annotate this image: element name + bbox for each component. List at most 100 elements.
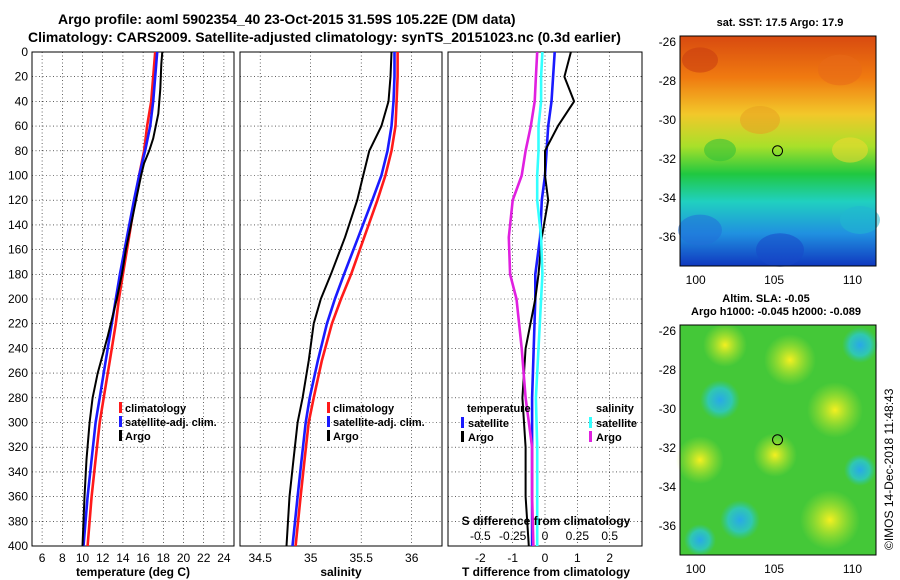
x-tick-label: 20: [177, 551, 191, 565]
map-y-tick-label: -34: [659, 191, 677, 205]
legend-label: satellite: [596, 418, 637, 430]
x-tick-label: 16: [136, 551, 150, 565]
pressure-tick-labels: 0 20 40 60 80 100 120 140 160 180 200 220 240 260 280 3…: [8, 45, 28, 553]
sst-map-tick-labels: 100 105 110 -26 -28 -30 -32 -34 -36: [659, 35, 863, 287]
series-line-argo: [81, 52, 164, 546]
y-tick-label: 20: [15, 70, 29, 84]
temperature-series: [81, 52, 164, 546]
texture-blob: [740, 106, 780, 134]
y-tick-label: 40: [15, 94, 29, 108]
s-diff-tick-label: -0.25: [499, 529, 527, 543]
x-tick-label: 8: [59, 551, 66, 565]
y-tick-label: 300: [8, 416, 28, 430]
credit-text: ©IMOS 14-Dec-2018 11:48:43: [882, 388, 896, 550]
legend-label: satellite: [468, 418, 509, 430]
series-line-climatology: [86, 52, 157, 546]
texture-blob: [842, 327, 878, 363]
salinity-xlabel: salinity: [320, 565, 362, 579]
title-line-1: Argo profile: aoml 5902354_40 23-Oct-201…: [58, 11, 516, 27]
temperature-tick-labels: 6 8 10 12 14 16 18 20 22 24: [39, 551, 231, 565]
x-tick-label: 22: [197, 551, 211, 565]
map-y-tick-label: -30: [659, 113, 677, 127]
map-x-tick-label: 110: [843, 562, 862, 576]
map-y-tick-label: -32: [659, 152, 677, 166]
map-y-tick-label: -26: [659, 35, 677, 49]
series-line-argo: [285, 52, 393, 546]
legend-swatch-argo: [119, 430, 122, 441]
texture-blob: [818, 54, 862, 86]
sla-map-title: Altim. SLA: -0.05: [722, 293, 809, 305]
legend-label: satellite-adj. clim.: [333, 417, 425, 429]
sla-map-frame: [679, 324, 877, 556]
legend-swatch-s-satellite: [589, 417, 592, 428]
sla-map: [676, 323, 878, 556]
legend-swatch-argo: [327, 430, 330, 441]
y-tick-label: 380: [8, 514, 28, 528]
map-x-tick-label: 105: [764, 273, 784, 287]
texture-blob: [682, 47, 718, 73]
y-tick-label: 200: [8, 292, 28, 306]
y-tick-label: 240: [8, 341, 28, 355]
map-y-tick-label: -34: [659, 480, 677, 494]
x-tick-label: 6: [39, 551, 46, 565]
map-x-tick-label: 100: [686, 273, 706, 287]
salinity-legend: climatology satellite-adj. clim. Argo: [327, 402, 425, 443]
y-tick-label: 280: [8, 391, 28, 405]
s-difference-tick-labels: -0.5 -0.25 0 0.25 0.5: [470, 529, 618, 543]
y-tick-label: 60: [15, 119, 29, 133]
series-line-salinity-argo: [507, 52, 539, 546]
texture-blob: [764, 334, 816, 386]
texture-blob: [756, 233, 804, 267]
x-tick-label: 2: [606, 551, 613, 565]
y-tick-label: 160: [8, 243, 28, 257]
y-tick-label: 80: [15, 144, 29, 158]
map-y-tick-label: -36: [659, 519, 677, 533]
texture-blob: [807, 382, 863, 438]
x-tick-label: 36: [405, 551, 419, 565]
x-tick-label: -1: [507, 551, 518, 565]
y-tick-label: 220: [8, 317, 28, 331]
s-diff-tick-label: 0.5: [601, 529, 618, 543]
texture-blob: [704, 138, 736, 162]
x-tick-label: 10: [76, 551, 90, 565]
y-tick-label: 180: [8, 267, 28, 281]
x-tick-label: 35: [304, 551, 318, 565]
texture-blob: [720, 500, 760, 540]
legend-title-salinity: salinity: [596, 403, 635, 415]
legend-swatch-satellite: [327, 416, 330, 427]
texture-blob: [844, 454, 876, 486]
difference-legend: temperature salinity satellite Argo sate…: [461, 403, 637, 444]
y-tick-label: 320: [8, 440, 28, 454]
legend-label: Argo: [333, 431, 359, 443]
difference-grid: [448, 51, 642, 547]
y-tick-label: 100: [8, 169, 28, 183]
x-tick-label: 35.5: [350, 551, 374, 565]
s-diff-tick-label: -0.5: [470, 529, 491, 543]
series-line-satellite-adj-clim-: [82, 52, 159, 546]
map-y-tick-label: -26: [659, 324, 677, 338]
y-tick-label: 0: [21, 45, 28, 59]
legend-label: Argo: [125, 431, 151, 443]
y-tick-label: 400: [8, 539, 28, 553]
texture-blob: [676, 436, 724, 484]
texture-blob: [753, 433, 797, 477]
texture-blob: [703, 323, 747, 367]
texture-blob: [840, 206, 880, 234]
legend-label: climatology: [125, 403, 187, 415]
sst-map-texture: [678, 47, 880, 267]
temperature-xlabel: temperature (deg C): [76, 565, 190, 579]
y-tick-label: 120: [8, 193, 28, 207]
x-tick-label: 18: [157, 551, 171, 565]
series-line-climatology: [294, 52, 399, 546]
s-diff-tick-label: 0.25: [566, 529, 590, 543]
map-y-tick-label: -32: [659, 441, 677, 455]
map-x-tick-label: 100: [686, 562, 706, 576]
t-difference-tick-labels: -2 -1 0 1 2: [475, 551, 613, 565]
map-y-tick-label: -36: [659, 230, 677, 244]
y-tick-label: 140: [8, 218, 28, 232]
x-tick-label: 0: [542, 551, 549, 565]
salinity-grid: [240, 51, 442, 547]
y-tick-label: 360: [8, 490, 28, 504]
sla-map-subtitle: Argo h1000: -0.045 h2000: -0.089: [691, 306, 861, 318]
texture-blob: [800, 490, 860, 550]
